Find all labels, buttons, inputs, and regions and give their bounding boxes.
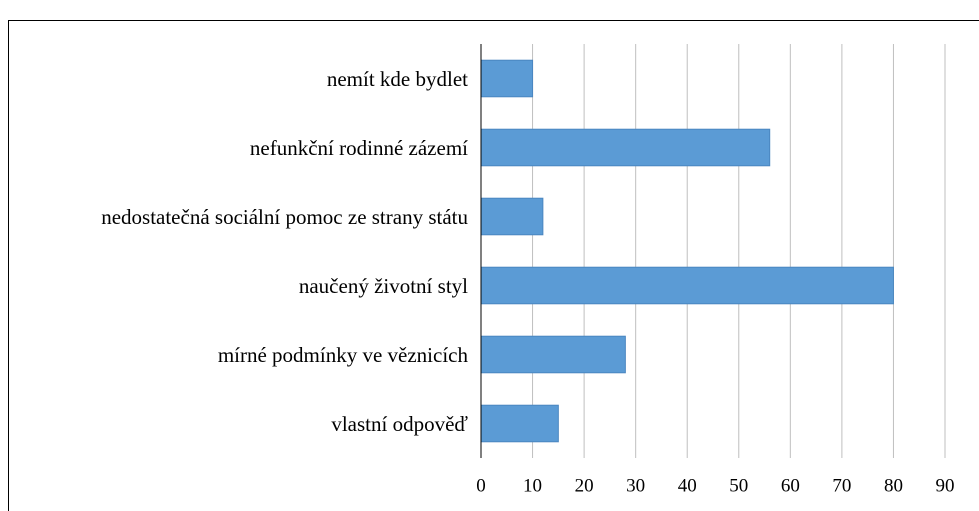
bar bbox=[480, 335, 626, 374]
bar bbox=[480, 266, 894, 305]
x-tick-label: 20 bbox=[575, 475, 594, 496]
y-tick-label: naučený životní styl bbox=[298, 273, 468, 298]
x-tick-label: 50 bbox=[729, 475, 748, 496]
x-tick-label: 70 bbox=[832, 475, 851, 496]
y-tick-label: vlastní odpověď bbox=[331, 411, 468, 436]
x-tick-label: 40 bbox=[678, 475, 697, 496]
x-tick-label: 60 bbox=[781, 475, 800, 496]
bar bbox=[480, 128, 771, 167]
bar bbox=[480, 197, 544, 236]
y-tick-label: nedostatečná sociální pomoc ze strany st… bbox=[101, 204, 468, 229]
y-tick-label: nefunkční rodinné zázemí bbox=[249, 135, 468, 160]
y-tick-label: nemít kde bydlet bbox=[326, 66, 468, 91]
frame bbox=[8, 20, 979, 511]
y-tick-label: mírné podmínky ve věznicích bbox=[217, 342, 468, 367]
x-tick-label: 80 bbox=[884, 475, 903, 496]
x-tick-label: 0 bbox=[476, 475, 486, 496]
x-tick-label: 90 bbox=[936, 475, 955, 496]
bar bbox=[480, 59, 534, 98]
x-tick-label: 30 bbox=[626, 475, 645, 496]
bar bbox=[480, 404, 559, 443]
x-tick-label: 10 bbox=[523, 475, 542, 496]
